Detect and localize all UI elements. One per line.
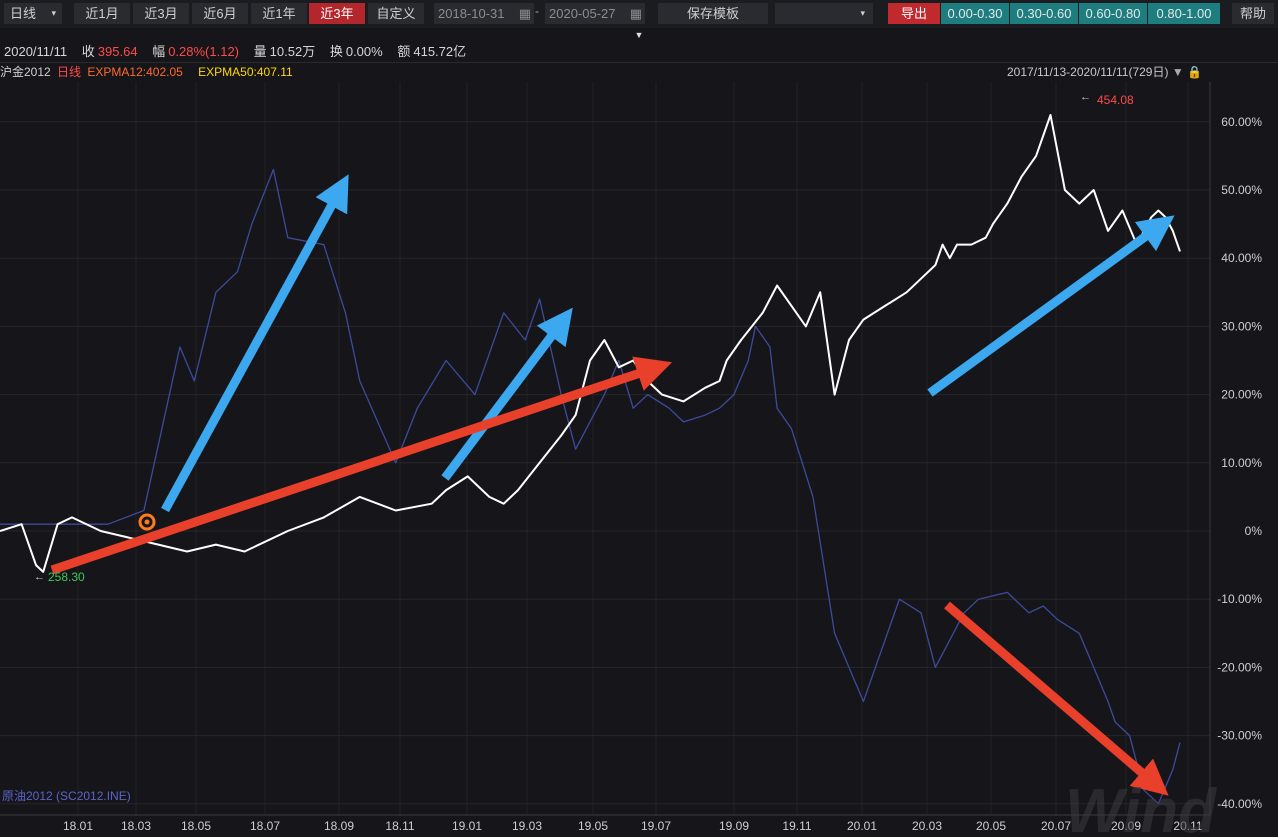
x-tick-label: 18.01 xyxy=(63,819,93,833)
quote-info-bar: 2020/11/11 收 395.64 幅 0.28%(1.12) 量 10.52万 … xyxy=(0,41,1278,63)
change-value: 0.28%(1.12) xyxy=(168,44,240,59)
y-tick-label: -40.00% xyxy=(1217,797,1262,811)
calendar-icon: ▦ xyxy=(629,6,642,21)
x-tick-label: 20.11 xyxy=(1173,819,1202,833)
legend-name: 沪金2012 xyxy=(0,65,51,79)
y-tick-label: -20.00% xyxy=(1217,660,1262,674)
blue-arrow-3 xyxy=(927,215,1175,397)
tab-1-month[interactable]: 近1月 xyxy=(74,3,130,24)
x-axis-labels: 18.01 18.03 18.05 18.07 18.09 18.11 19.01 19.03… xyxy=(63,819,1203,833)
low-pointer-icon: ← xyxy=(34,571,45,583)
tab-1-year[interactable]: 近1年 xyxy=(251,3,307,24)
y-tick-label: 10.00% xyxy=(1221,456,1262,470)
high-value-label: 454.08 xyxy=(1097,93,1134,107)
x-tick-label: 19.05 xyxy=(578,819,608,833)
x-tick-label: 18.07 xyxy=(250,819,280,833)
lock-icon[interactable]: 🔒 xyxy=(1187,65,1202,79)
y-tick-label: 20.00% xyxy=(1221,388,1262,402)
y-tick-label: 60.00% xyxy=(1221,115,1262,129)
red-arrow-2 xyxy=(944,601,1169,796)
date-separator: - xyxy=(535,4,539,18)
y-tick-label: 50.00% xyxy=(1221,183,1262,197)
x-tick-label: 20.01 xyxy=(847,819,877,833)
range-button-4[interactable]: 0.80-1.00 xyxy=(1148,3,1220,24)
series-lines xyxy=(0,114,1181,805)
volume-label: 量 xyxy=(253,44,267,59)
save-template-button[interactable]: 保存模板 xyxy=(658,3,768,24)
change-label: 幅 xyxy=(152,44,166,59)
toolbar: 日线 ▾ 近1月 近3月 近6月 近1年 近3年 自定义 2018-10-31 … xyxy=(0,0,1278,28)
y-axis-labels: 60.00% 50.00% 40.00% 30.00% 20.00% 10.00% 0% -1… xyxy=(1217,115,1262,811)
oil-series-line xyxy=(0,168,1181,805)
range-button-1[interactable]: 0.00-0.30 xyxy=(941,3,1009,24)
blue-arrow-2 xyxy=(441,307,573,481)
watermark-logo: Wind xyxy=(1065,777,1217,837)
period-dropdown[interactable]: 日线 ▾ xyxy=(4,3,62,24)
legend-ema12: EXPMA12:402.05 xyxy=(87,65,183,79)
x-tick-label: 18.11 xyxy=(385,819,414,833)
x-tick-label: 20.05 xyxy=(976,819,1006,833)
tab-custom[interactable]: 自定义 xyxy=(368,3,424,24)
end-date-input[interactable]: 2020-05-27 ▦ xyxy=(545,3,645,24)
amount-label: 额 xyxy=(397,44,411,59)
x-tick-label: 19.07 xyxy=(641,819,671,833)
low-value-label: 258.30 xyxy=(48,570,85,584)
close-value: 395.64 xyxy=(97,44,138,59)
period-label: 日线 xyxy=(10,6,37,21)
chart-legend: 沪金2012 日线 EXPMA12:402.05 EXPMA50:407.11 xyxy=(0,64,293,80)
high-pointer-icon: ← xyxy=(1080,91,1091,103)
turnover-value: 0.00% xyxy=(345,44,383,59)
series-legend-oil: 原油2012 (SC2012.INE) xyxy=(2,789,131,803)
collapse-toggle-icon[interactable]: ▼ xyxy=(634,30,644,40)
horizontal-gridlines xyxy=(0,121,1210,805)
turnover-label: 换 xyxy=(329,44,343,59)
date-range-label: 2017/11/13-2020/11/11(729日) ▼ 🔒 xyxy=(1007,64,1202,80)
x-tick-label: 18.09 xyxy=(324,819,354,833)
template-dropdown[interactable]: ▾ xyxy=(775,3,873,24)
tab-6-months[interactable]: 近6月 xyxy=(192,3,248,24)
x-tick-label: 19.09 xyxy=(719,819,749,833)
legend-period: 日线 xyxy=(57,65,82,79)
gold-series-line xyxy=(0,114,1181,573)
calendar-icon: ▦ xyxy=(518,6,531,21)
red-arrow-1 xyxy=(50,356,673,575)
y-tick-label: -30.00% xyxy=(1217,729,1262,743)
blue-arrow-1 xyxy=(161,174,349,513)
x-tick-label: 18.03 xyxy=(121,819,151,833)
quote-date: 2020/11/11 xyxy=(4,44,68,59)
y-tick-label: 40.00% xyxy=(1221,251,1262,265)
close-label: 收 xyxy=(81,44,95,59)
x-tick-label: 19.01 xyxy=(452,819,482,833)
y-tick-label: 30.00% xyxy=(1221,319,1262,333)
y-tick-label: -10.00% xyxy=(1217,592,1262,606)
end-date-value: 2020-05-27 xyxy=(549,6,616,21)
range-button-3[interactable]: 0.60-0.80 xyxy=(1079,3,1147,24)
tab-3-years[interactable]: 近3年 xyxy=(309,3,365,24)
x-tick-label: 20.09 xyxy=(1111,819,1141,833)
x-tick-label: 19.11 xyxy=(782,819,811,833)
dropdown-triangle-icon[interactable]: ▼ xyxy=(1171,65,1184,79)
range-button-2[interactable]: 0.30-0.60 xyxy=(1010,3,1078,24)
date-range-text: 2017/11/13-2020/11/11(729日) xyxy=(1007,65,1169,79)
start-date-input[interactable]: 2018-10-31 ▦ xyxy=(434,3,534,24)
event-marker-icon[interactable] xyxy=(138,513,156,531)
export-button[interactable]: 导出 xyxy=(888,3,940,24)
x-tick-label: 19.03 xyxy=(512,819,542,833)
y-tick-label: 0% xyxy=(1245,524,1263,538)
x-tick-label: 20.07 xyxy=(1041,819,1071,833)
vertical-gridlines xyxy=(77,82,1189,815)
start-date-value: 2018-10-31 xyxy=(438,6,505,21)
legend-ema50: EXPMA50:407.11 xyxy=(198,65,293,79)
chevron-down-icon: ▾ xyxy=(860,8,865,18)
amount-value: 415.72亿 xyxy=(413,44,467,59)
volume-value: 10.52万 xyxy=(269,44,316,59)
x-tick-label: 20.03 xyxy=(912,819,942,833)
tab-3-months[interactable]: 近3月 xyxy=(133,3,189,24)
help-button[interactable]: 帮助 xyxy=(1232,3,1274,24)
chevron-down-icon: ▾ xyxy=(51,8,56,18)
x-tick-label: 18.05 xyxy=(181,819,211,833)
